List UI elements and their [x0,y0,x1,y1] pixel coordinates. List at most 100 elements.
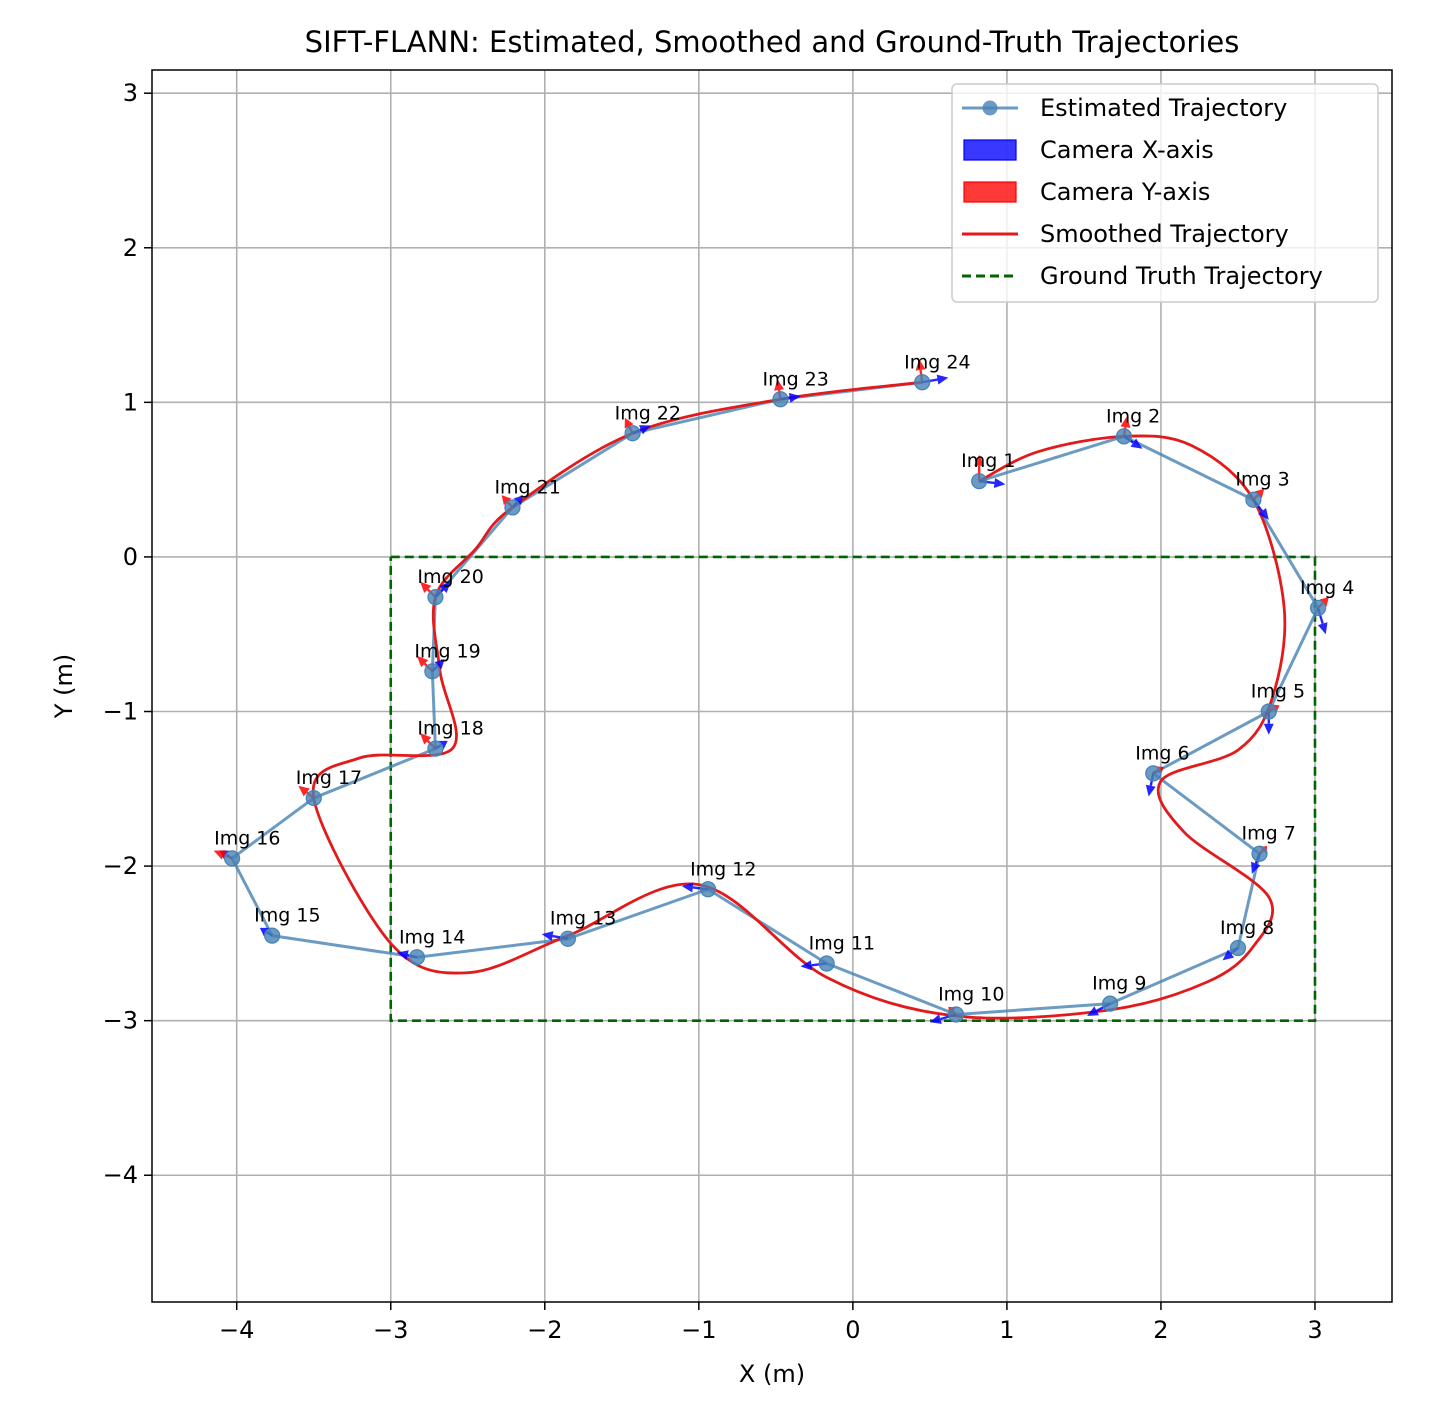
y-axis-label: Y (m) [50,654,78,719]
trajectory-point [1115,428,1133,445]
trajectory-point [1245,491,1262,508]
legend-label: Camera X-axis [1040,136,1214,164]
point-label: Img 16 [214,827,280,849]
trajectory-point [1309,599,1327,617]
camera-x-arrow-head [1317,622,1328,635]
trajectory-point [559,930,577,947]
trajectory-point [1251,845,1268,862]
x-tick-label: −1 [681,1316,716,1344]
point-label: Img 24 [904,351,970,373]
legend-label: Estimated Trajectory [1040,94,1287,122]
y-tick-label: −1 [103,698,138,726]
x-tick-label: 3 [1307,1316,1322,1344]
trajectory-point [305,789,322,807]
point-label: Img 14 [399,926,465,948]
point-label: Img 7 [1242,823,1296,845]
point-label: Img 12 [690,858,756,880]
camera-x-arrow-head [513,495,524,506]
point-label: Img 17 [296,767,362,789]
x-axis-label: X (m) [739,1360,805,1388]
camera-y-arrow-head [624,417,634,429]
camera-x-arrow-head [936,374,949,385]
point-label: Img 5 [1251,681,1305,703]
ground-truth-line [389,555,1317,1022]
camera-x-arrow-head [1087,1006,1100,1017]
camera-x-arrow-head [681,882,694,893]
smoothed-trajectory-line [311,380,1287,1020]
x-tick-label: 1 [999,1316,1014,1344]
legend: Estimated Trajectory Camera X-axis Camera … [951,83,1379,303]
y-tick-label: 0 [123,543,138,571]
x-tick-label: −2 [527,1316,562,1344]
x-tick-label: −4 [219,1316,254,1344]
y-tick-label: 3 [123,79,138,107]
trajectory-point [914,374,931,391]
point-label: Img 23 [762,368,828,390]
chart-title: SIFT-FLANN: Estimated, Smoothed and Grou… [305,25,1240,59]
camera-y-arrow-head [1254,488,1265,499]
trajectory-point [427,740,444,757]
legend-marker-estimated [982,100,998,116]
camera-x-arrow-head [1263,723,1274,735]
trajectory-point [504,499,521,516]
y-tick-label: 2 [123,234,138,262]
trajectory-point [264,927,281,944]
x-tick-label: −3 [373,1316,408,1344]
trajectory-point [408,949,426,966]
point-label: Img 4 [1300,577,1354,599]
camera-x-arrow-head [439,581,451,593]
camera-x-arrow-head [993,478,1006,488]
point-label: Img 22 [615,402,681,424]
camera-x-arrow-head [541,931,554,941]
point-label: Img 13 [550,908,616,930]
camera-y-arrow-head [213,850,226,860]
point-label: Img 15 [254,905,320,927]
camera-x-arrow-head [639,425,652,435]
camera-y-arrow-head [420,581,432,593]
point-label: Img 8 [1220,917,1274,939]
camera-x-arrow-head [434,658,445,670]
trajectory-point [1102,995,1119,1012]
camera-x-arrow-head [1251,861,1261,874]
legend-box [951,83,1379,303]
trajectory-point [1229,939,1247,957]
legend-label: Camera Y-axis [1040,178,1210,206]
trajectory-point [624,425,641,442]
point-label: Img 2 [1106,405,1160,427]
y-tick-label: −4 [103,1161,138,1189]
trajectory-point [818,955,835,972]
point-label: Img 9 [1092,973,1146,995]
camera-x-arrow-head [1258,508,1269,520]
y-tick-label: 1 [123,388,138,416]
camera-x-arrow-head [396,950,409,961]
point-label: Img 1 [961,450,1015,472]
trajectory-point [699,881,717,898]
point-label: Img 6 [1135,742,1189,764]
camera-y-arrow-head [1120,416,1131,428]
camera-x-arrow-head [1222,949,1235,961]
camera-y-arrow-head [974,454,985,466]
trajectory-point [947,1006,965,1023]
legend-label: Smoothed Trajectory [1040,220,1289,248]
point-label: Img 3 [1235,469,1289,491]
point-label: Img 19 [414,640,480,662]
estimated-trajectory-line [230,380,1320,1016]
camera-y-arrow-head [1319,597,1329,607]
legend-label: Ground Truth Trajectory [1040,262,1323,290]
trajectory-point [427,589,444,606]
point-label: Img 21 [494,476,560,498]
camera-x-arrow-head [1145,784,1156,797]
axis-ticks: −4 −3 −2 −1 0 1 2 3 −4 −3 −2 −1 0 1 2 3 [103,79,1323,1344]
point-label: Img 10 [938,983,1004,1005]
camera-x-arrow-head [929,1014,942,1024]
legend-swatch-patch [963,139,1017,161]
y-tick-label: −3 [103,1007,138,1035]
trajectory-point [971,473,988,490]
x-tick-label: 2 [1153,1316,1168,1344]
legend-swatch-patch [963,181,1017,203]
plot-area: Img 1 Img 2 Img 3 Img 4 Img 5 Img 6 Img 7 Img 8… [213,351,1354,1024]
y-tick-label: −2 [103,852,138,880]
plot-frame [151,69,1393,1303]
x-tick-label: 0 [845,1316,860,1344]
